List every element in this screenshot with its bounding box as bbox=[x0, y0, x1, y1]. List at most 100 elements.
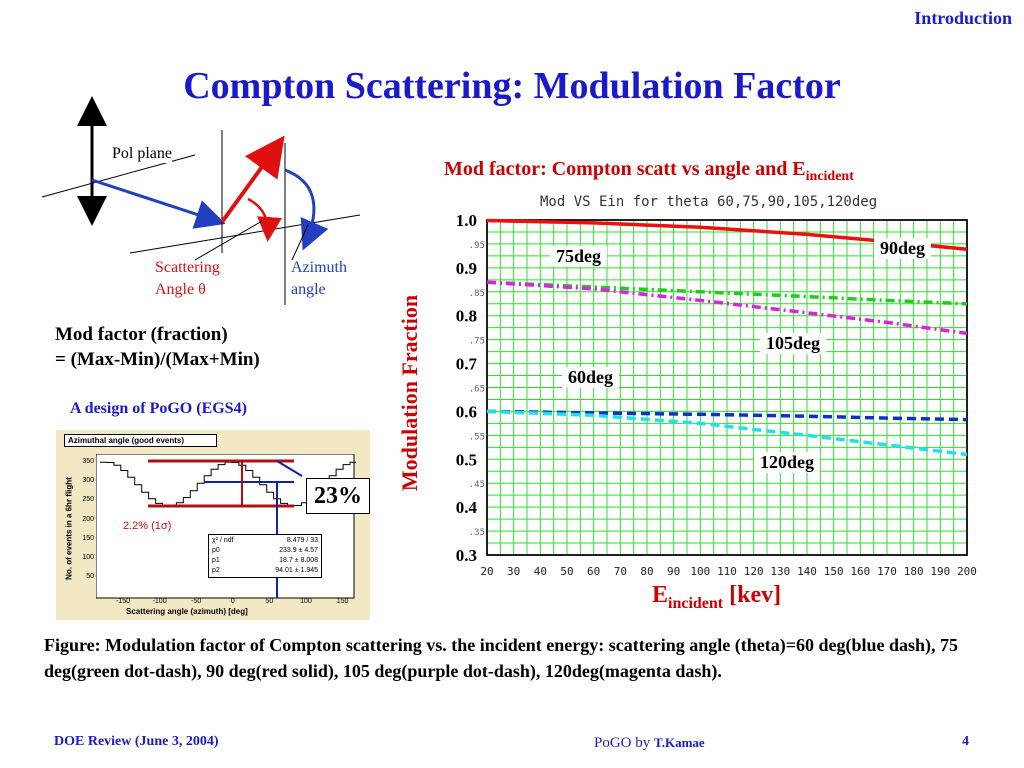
figure-caption: Figure: Modulation factor of Compton sca… bbox=[44, 635, 959, 681]
x-tick-label: 100 bbox=[690, 565, 710, 578]
mini-x-tick-label: -100 bbox=[152, 598, 167, 605]
mini-x-tick-label: 0 bbox=[230, 598, 235, 605]
x-tick-label: 50 bbox=[560, 565, 573, 578]
chart-xlabel-unit: [kev] bbox=[729, 582, 782, 608]
x-tick-label: 70 bbox=[614, 565, 627, 578]
x-tick-label: 160 bbox=[850, 565, 870, 578]
fit-stats-name: p0 bbox=[212, 547, 220, 554]
x-tick-label: 180 bbox=[904, 565, 924, 578]
scattering-angle-label-line2: Angle θ bbox=[155, 281, 206, 298]
mini-plot-title: Azimuthal angle (good events) bbox=[64, 434, 217, 447]
y-minor-tick-label: .95 bbox=[469, 241, 485, 251]
azimuth-angle-label: Azimuth angle bbox=[291, 257, 347, 301]
page-number: 4 bbox=[962, 734, 969, 749]
x-tick-label: 120 bbox=[744, 565, 764, 578]
scatter-plane-line bbox=[129, 214, 361, 254]
footer-author: T.Kamae bbox=[654, 735, 705, 750]
x-tick-label: 170 bbox=[877, 565, 897, 578]
footer-center: PoGO by T.Kamae bbox=[594, 735, 705, 752]
x-tick-label: 90 bbox=[667, 565, 680, 578]
azimuth-label-leader bbox=[291, 224, 309, 261]
incident-beam-arrow bbox=[91, 178, 226, 229]
mini-y-tick-label: 150 bbox=[82, 534, 94, 542]
chart-ylabel: Modulation Fraction bbox=[397, 294, 422, 492]
mod-factor-definition-line1: Mod factor (fraction) bbox=[55, 324, 228, 345]
series-label-120deg: 120deg bbox=[754, 452, 820, 473]
series-label-60deg: 60deg bbox=[562, 367, 619, 388]
mini-y-tick-label: 50 bbox=[86, 573, 94, 581]
mini-y-tick-label: 250 bbox=[82, 496, 94, 504]
mod-factor-definition: Mod factor (fraction) = (Max-Min)/(Max+M… bbox=[55, 322, 260, 372]
fit-stats-value: 18.7 ± 8.008 bbox=[279, 557, 318, 564]
mini-x-tick-label: -150 bbox=[115, 598, 130, 605]
x-tick-label: 190 bbox=[930, 565, 950, 578]
pol-plane-label: Pol plane bbox=[112, 145, 172, 163]
scattering-angle-label-line1: Scattering bbox=[155, 259, 220, 276]
footer-by: PoGO by bbox=[594, 735, 651, 751]
scattering-angle-arc bbox=[247, 197, 282, 242]
pogo-design-note: A design of PoGO (EGS4) bbox=[70, 400, 247, 417]
mini-y-tick-label: 350 bbox=[82, 458, 94, 465]
y-tick-label: 0.6 bbox=[456, 402, 477, 421]
y-minor-tick-label: .65 bbox=[469, 385, 485, 395]
y-tick-label: 0.3 bbox=[456, 546, 477, 565]
series-label-105deg: 105deg bbox=[760, 333, 826, 354]
modulation-chart: 20 30 40 50 60 70 80 90 100 110 120 130 140 150 160 170… bbox=[456, 211, 977, 578]
chart-xlabel: Eincident [kev] bbox=[652, 582, 781, 613]
y-tick-label: 0.4 bbox=[456, 498, 478, 517]
error-note: 2.2% (1σ) bbox=[123, 520, 172, 532]
y-minor-tick-label: .55 bbox=[469, 432, 485, 442]
mini-plot-panel: Azimuthal angle (good events) No. of eve… bbox=[56, 430, 370, 620]
series-line-75deg bbox=[486, 280, 968, 306]
scatter-label-leader bbox=[194, 220, 263, 261]
series-label-90deg: 90deg bbox=[874, 238, 931, 259]
scattering-angle-label: Scattering Angle θ bbox=[155, 257, 220, 301]
chart-xlabel-e: E bbox=[652, 582, 669, 608]
x-tick-label: 80 bbox=[640, 565, 653, 578]
mini-plot-xlabel: Scattering angle (azimuth) [deg] bbox=[126, 607, 248, 616]
fit-stats-row: p2 94.01 ± 1.945 bbox=[212, 566, 318, 576]
footer-left: DOE Review (June 3, 2004) bbox=[54, 734, 219, 749]
mod-factor-definition-line2: = (Max-Min)/(Max+Min) bbox=[55, 349, 260, 370]
azimuth-angle-label-line2: angle bbox=[291, 281, 326, 298]
x-tick-label: 110 bbox=[717, 565, 737, 578]
azimuth-angle-arc bbox=[284, 168, 329, 251]
fit-stats-value: 94.01 ± 1.945 bbox=[275, 567, 318, 574]
chart-caption-sub: incident bbox=[805, 169, 854, 184]
mini-x-tick-label: 100 bbox=[300, 598, 312, 605]
y-tick-label: 1.0 bbox=[456, 211, 477, 230]
y-minor-tick-label: .85 bbox=[469, 289, 485, 299]
x-tick-label: 30 bbox=[507, 565, 520, 578]
y-tick-label: 0.7 bbox=[456, 355, 478, 374]
x-tick-label: 140 bbox=[797, 565, 817, 578]
fit-stats-box: χ² / ndf 8.479 / 33 p0 233.9 ± 4.57 p1 18.7 ±… bbox=[208, 534, 322, 578]
y-minor-tick-label: .45 bbox=[469, 480, 485, 490]
mini-x-tick-label: 150 bbox=[336, 598, 349, 605]
mini-plot-ylabel: No. of events in a 6hr flight bbox=[64, 477, 74, 580]
y-tick-label: 0.8 bbox=[456, 307, 477, 326]
series-label-75deg: 75deg bbox=[550, 246, 607, 267]
plot-frame bbox=[486, 219, 968, 556]
azimuth-angle-label-line1: Azimuth bbox=[291, 259, 347, 276]
series-line-60deg bbox=[486, 409, 968, 422]
x-tick-label: 60 bbox=[587, 565, 600, 578]
fit-stats-name: p1 bbox=[212, 557, 220, 564]
fit-stats-value: 8.479 / 33 bbox=[286, 537, 318, 544]
mini-y-tick-label: 300 bbox=[82, 477, 94, 485]
mini-x-tick-label: 50 bbox=[265, 598, 274, 605]
x-tick-label: 150 bbox=[824, 565, 844, 578]
y-tick-label: 0.5 bbox=[456, 450, 477, 469]
x-tick-label: 200 bbox=[957, 565, 977, 578]
series-line-105deg bbox=[486, 280, 968, 336]
y-minor-tick-label: .75 bbox=[469, 337, 485, 347]
slide-title: Compton Scattering: Modulation Factor bbox=[183, 65, 841, 107]
chart-caption: Mod factor: Compton scatt vs angle and E… bbox=[444, 158, 854, 185]
chart-xlabel-sub: incident bbox=[668, 594, 724, 612]
fit-stats-row: p1 18.7 ± 8.008 bbox=[212, 556, 318, 566]
mini-y-tick-label: 100 bbox=[82, 554, 94, 561]
x-tick-label: 40 bbox=[534, 565, 547, 578]
scattered-photon-arrow bbox=[220, 135, 285, 224]
compton-diagram bbox=[41, 96, 361, 305]
chart-caption-main: Mod factor: Compton scatt vs angle and E bbox=[444, 158, 806, 180]
section-label: Introduction bbox=[914, 8, 1012, 28]
